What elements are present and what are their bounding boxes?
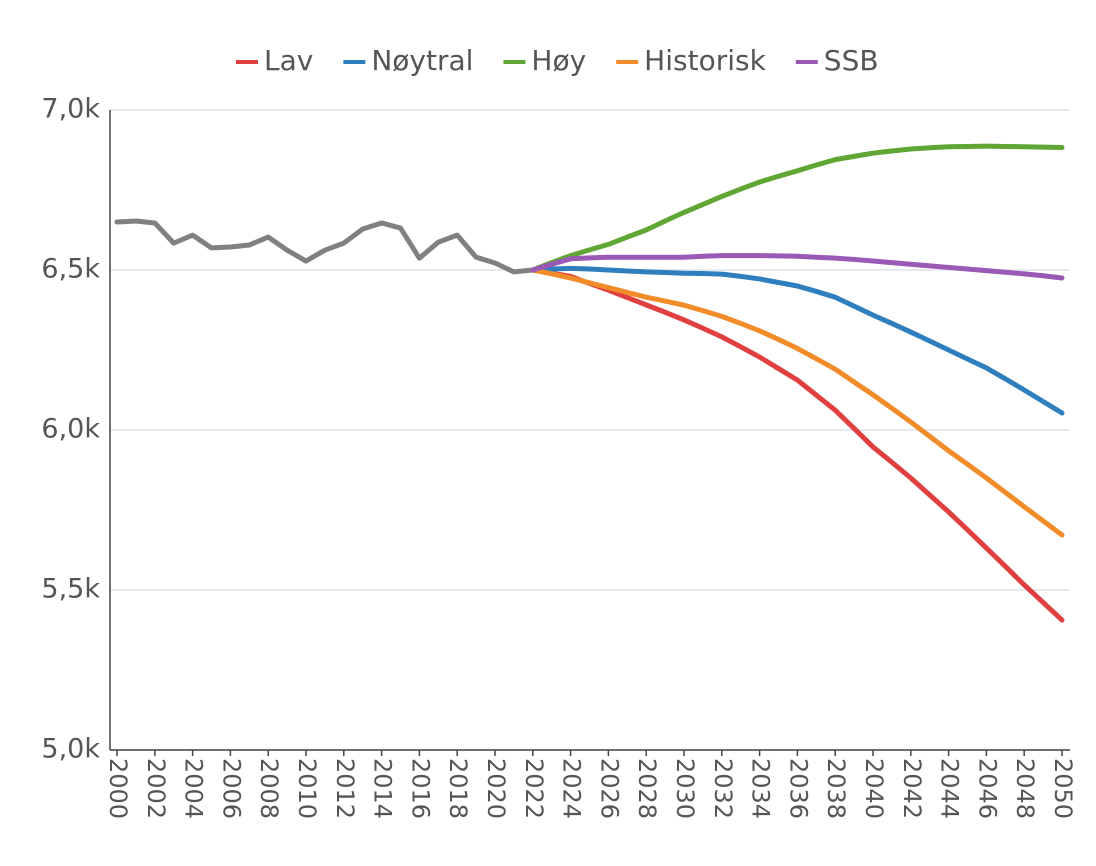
x-tick-label: 2046: [973, 758, 1001, 819]
x-tick-label: 2038: [822, 758, 850, 819]
legend-label: Høy: [531, 44, 586, 77]
x-tick-label: 2034: [747, 758, 775, 819]
x-tick-label: 2010: [293, 758, 321, 819]
x-tick-label: 2028: [633, 758, 661, 819]
series-line: [530, 267, 1065, 538]
x-tick-label: 2014: [369, 758, 397, 819]
x-tick-label: 2004: [180, 758, 208, 819]
x-tick-label: 2024: [558, 758, 586, 819]
series-line: [530, 267, 1065, 623]
x-tick-label: 2048: [1011, 758, 1039, 819]
legend-label: Nøytral: [371, 44, 473, 77]
series-line: [530, 253, 1065, 281]
x-tick-label: 2002: [142, 758, 170, 819]
x-tick-label: 2022: [520, 758, 548, 819]
x-tick-label: 2044: [936, 758, 964, 819]
x-tick-label: 2026: [595, 758, 623, 819]
y-tick-label: 5,5k: [41, 574, 100, 605]
y-tick-label: 7,0k: [41, 94, 100, 125]
x-tick-label: 2050: [1049, 758, 1077, 819]
y-tick-label: 5,0k: [41, 734, 100, 765]
x-tick-label: 2042: [898, 758, 926, 819]
x-tick-label: 2016: [406, 758, 434, 819]
x-tick-label: 2006: [217, 758, 245, 819]
series-line: [114, 218, 536, 275]
y-tick-label: 6,5k: [41, 254, 100, 285]
x-tick-label: 2032: [709, 758, 737, 819]
x-tick-label: 2036: [784, 758, 812, 819]
x-tick-label: 2000: [104, 758, 132, 819]
x-tick-label: 2018: [444, 758, 472, 819]
y-tick-label: 6,0k: [41, 414, 100, 445]
x-tick-label: 2008: [255, 758, 283, 819]
series-line: [530, 143, 1065, 273]
legend-label: Historisk: [644, 44, 766, 77]
legend-label: SSB: [824, 44, 879, 77]
x-tick-label: 2012: [331, 758, 359, 819]
legend-label: Lav: [264, 44, 313, 77]
x-tick-label: 2040: [860, 758, 888, 819]
x-tick-label: 2030: [671, 758, 699, 819]
x-tick-label: 2020: [482, 758, 510, 819]
series-line: [530, 265, 1065, 416]
